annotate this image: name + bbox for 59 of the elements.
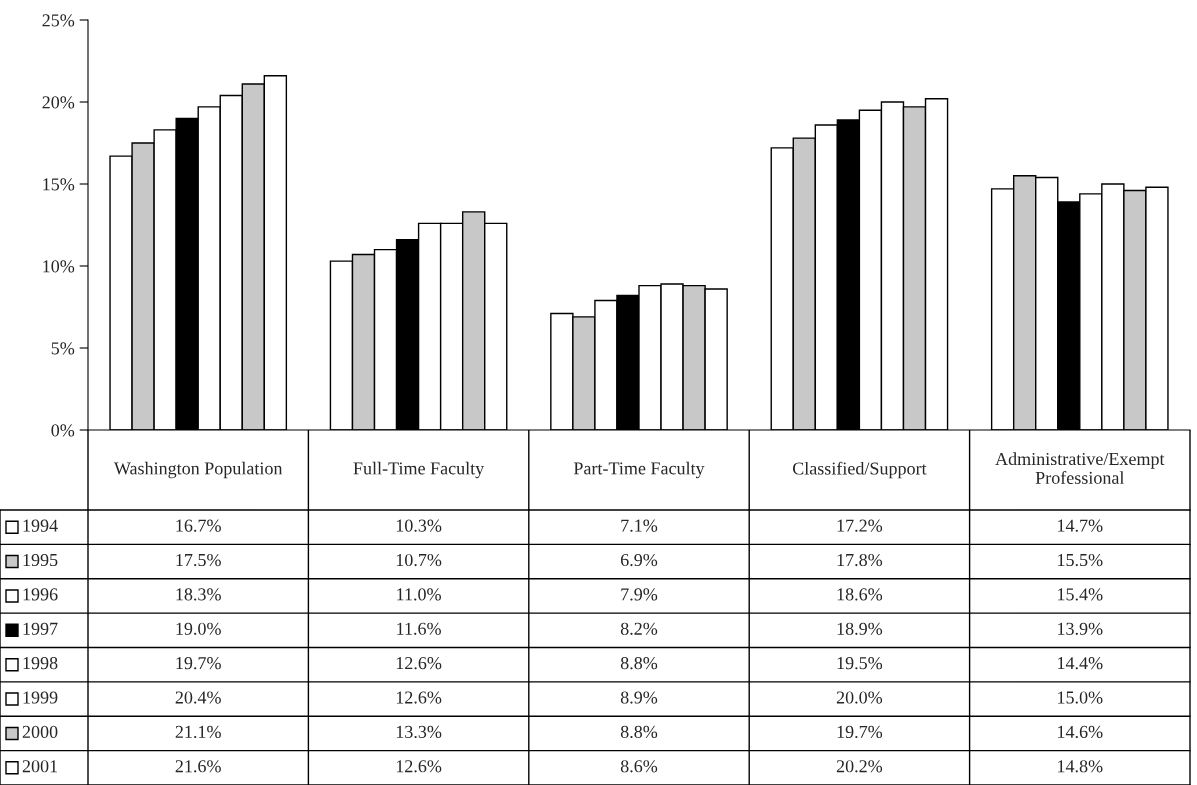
- data-label: 13.9%: [1058, 622, 1103, 635]
- legend-label: 1995: [23, 553, 58, 567]
- data-label: 19.7%: [176, 657, 221, 670]
- legend-label: 1999: [23, 691, 58, 704]
- data-label: 12.6%: [396, 657, 442, 670]
- data-label: 14.6%: [1058, 725, 1103, 739]
- data-label: 18.6%: [837, 588, 883, 601]
- data-label: 11.6%: [397, 622, 441, 635]
- y-tick-label: 15%: [43, 178, 75, 191]
- data-label: 21.1%: [175, 725, 221, 739]
- data-label: 8.2%: [620, 622, 658, 635]
- data-label: 8.8%: [620, 657, 658, 670]
- legend-label: 1994: [23, 519, 58, 532]
- data-label: 19.7%: [837, 725, 883, 739]
- legend-label: 1998: [23, 657, 58, 670]
- y-tick-label: 20%: [42, 96, 75, 109]
- y-tick-label: 25%: [42, 14, 75, 27]
- data-label: 14.8%: [1058, 760, 1103, 773]
- data-label: 17.8%: [837, 553, 883, 567]
- y-tick-label: 0%: [51, 424, 75, 437]
- x-tick-label: Part-Time Faculty: [573, 461, 705, 479]
- data-label: 14.7%: [1058, 519, 1103, 532]
- data-label: 8.9%: [620, 691, 658, 704]
- data-label: 15.5%: [1058, 553, 1103, 567]
- legend-label: 2001: [22, 760, 58, 773]
- data-label: 19.5%: [837, 657, 883, 670]
- x-tick-label: Full-Time Faculty: [353, 461, 485, 479]
- x-tick-label: Administrative/Exempt Professional: [995, 452, 1165, 484]
- legend-label: 2000: [22, 725, 58, 738]
- data-label: 21.6%: [175, 760, 221, 773]
- data-label: 17.2%: [837, 519, 883, 532]
- x-tick-label: Washington Population: [113, 461, 283, 479]
- data-label: 16.7%: [176, 519, 221, 532]
- data-label: 20.4%: [175, 691, 221, 704]
- data-label: 11.0%: [397, 588, 441, 601]
- data-label: 7.9%: [621, 588, 658, 601]
- data-label: 6.9%: [620, 553, 658, 567]
- data-label: 15.0%: [1058, 691, 1103, 704]
- data-label: 18.3%: [176, 588, 221, 601]
- data-label: 10.7%: [396, 553, 442, 567]
- y-tick-label: 5%: [51, 342, 75, 355]
- data-label: 17.5%: [176, 553, 221, 567]
- data-label: 19.0%: [176, 622, 221, 635]
- data-label: 8.8%: [620, 725, 658, 739]
- data-label: 15.4%: [1058, 588, 1103, 601]
- data-label: 7.1%: [621, 519, 658, 532]
- data-label: 14.4%: [1058, 657, 1103, 670]
- data-label: 12.6%: [396, 691, 442, 704]
- y-tick-label: 10%: [43, 260, 75, 273]
- data-label: 20.0%: [836, 691, 883, 704]
- data-label: 18.9%: [837, 622, 883, 635]
- data-label: 13.3%: [396, 725, 442, 739]
- data-label: 12.6%: [396, 760, 442, 773]
- data-label: 8.6%: [620, 760, 658, 773]
- legend-label: 1997: [23, 622, 58, 635]
- data-label: 20.2%: [836, 760, 883, 773]
- data-label: 10.3%: [396, 519, 442, 532]
- legend-label: 1996: [23, 588, 58, 601]
- x-tick-label: Classified/Support: [792, 461, 927, 479]
